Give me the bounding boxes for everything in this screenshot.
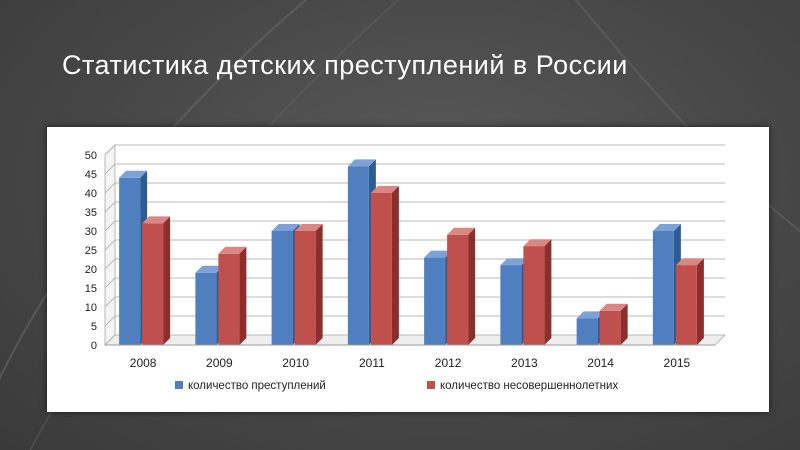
y-tick-label: 50 [85, 150, 97, 162]
gridline [104, 201, 725, 213]
bar-top [424, 250, 453, 258]
gridline [104, 220, 725, 232]
x-tick-label: 2013 [511, 356, 538, 370]
bar-side [315, 224, 323, 345]
bar-top [294, 224, 323, 231]
bar-minors-2011 [370, 186, 399, 345]
bar-side [620, 303, 628, 345]
gridline [104, 239, 725, 251]
bar-side [468, 227, 476, 345]
y-tick-label: 10 [85, 302, 97, 314]
bar-side [696, 258, 704, 345]
bar-chart: 0 5 10 15 20 25 30 35 40 45 50 2008 2009 2010 2011 2012… [85, 143, 727, 392]
bar-front [652, 231, 674, 345]
bar-minors-2014 [599, 303, 628, 345]
bar-front [218, 253, 240, 345]
bar-top [675, 258, 704, 266]
bar-top [500, 258, 529, 266]
y-tick-label: 0 [91, 340, 97, 352]
legend-swatch [175, 381, 183, 389]
x-tick-label: 2011 [359, 356, 385, 370]
bar-top [142, 216, 171, 224]
bar-minors-2008 [142, 216, 171, 345]
bar-top [599, 303, 628, 311]
bar-top [576, 311, 605, 319]
y-tick-label: 5 [91, 321, 97, 333]
x-tick-label: 2008 [130, 356, 157, 370]
legend-swatch [427, 381, 435, 389]
bar-front [142, 223, 164, 345]
bar-top [447, 227, 476, 235]
bar-top [370, 186, 399, 193]
y-tick-label: 15 [85, 283, 97, 295]
slide-title: Статистика детских преступлений в России [62, 50, 628, 80]
y-tick-label: 20 [85, 264, 97, 276]
bar-side [544, 239, 552, 345]
bar-top [119, 170, 148, 178]
bar-side [163, 216, 171, 345]
bar-minors-2009 [218, 246, 247, 345]
bar-minors-2010 [294, 224, 323, 345]
legend-label: количество несовершеннолетних [440, 380, 618, 392]
x-tick-label: 2014 [587, 356, 614, 370]
bar-front [447, 234, 469, 345]
bar-front [523, 246, 545, 345]
x-tick-label: 2010 [282, 356, 309, 370]
gridline [104, 163, 725, 175]
bar-minors-2013 [523, 239, 552, 345]
bar-top [523, 239, 552, 247]
bar-front [119, 177, 141, 345]
y-tick-label: 35 [85, 207, 97, 219]
bar-front [576, 318, 598, 345]
gridline [104, 258, 725, 270]
bar-side [391, 186, 399, 345]
y-tick-label: 40 [85, 188, 97, 200]
gridline [104, 144, 725, 156]
bar-front [599, 310, 621, 345]
chart-panel: 0 5 10 15 20 25 30 35 40 45 50 2008 2009 2010 2011 2012… [47, 127, 769, 412]
x-tick-label: 2012 [435, 356, 462, 370]
bar-front [424, 257, 446, 345]
bar-front [500, 265, 522, 345]
bar-minors-2012 [447, 227, 476, 345]
bar-top [195, 265, 224, 273]
x-tick-label: 2009 [206, 356, 233, 370]
bar-top [271, 224, 300, 231]
y-tick-label: 25 [85, 245, 97, 257]
bar-front [370, 193, 392, 345]
bar-minors-2015 [675, 258, 704, 345]
bar-front [347, 166, 369, 345]
bar-top [218, 246, 247, 254]
bar-crimes-2009 [195, 265, 224, 345]
bar-front [675, 265, 697, 345]
y-tick-label: 30 [85, 226, 97, 238]
bar-front [271, 231, 293, 345]
gridline [104, 182, 725, 194]
bar-top [652, 224, 681, 231]
bar-front [195, 272, 217, 345]
bar-top [347, 159, 376, 167]
bar-side [239, 246, 247, 345]
y-tick-label: 45 [85, 169, 97, 181]
legend-label: количество преступлений [188, 380, 326, 392]
x-tick-label: 2015 [664, 356, 691, 370]
bar-front [294, 231, 316, 345]
